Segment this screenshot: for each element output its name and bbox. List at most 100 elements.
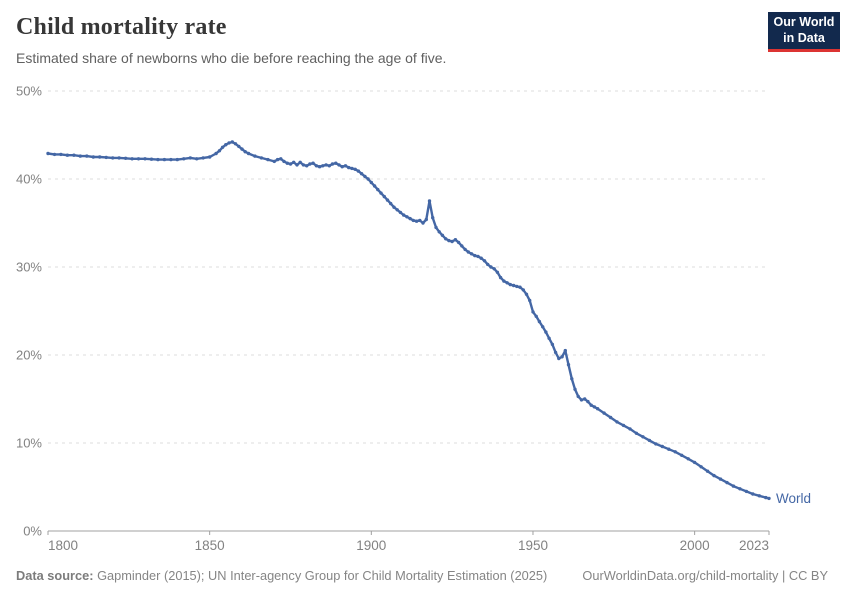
series-point [469, 252, 474, 256]
series-point [544, 330, 548, 334]
series-point [243, 150, 247, 154]
series-point [440, 233, 445, 237]
series-point [589, 403, 593, 407]
series-point [767, 496, 771, 501]
series-point [531, 310, 535, 314]
series-point [673, 450, 677, 454]
series-point [479, 256, 483, 260]
y-axis-label: 10% [16, 436, 42, 451]
series-point [570, 377, 574, 381]
series-point [149, 157, 154, 161]
series-point [560, 355, 564, 359]
series-point [143, 157, 147, 161]
series-point [272, 159, 276, 164]
series-point [744, 489, 749, 494]
series-point [408, 216, 412, 221]
series-point [104, 155, 108, 160]
owid-logo[interactable]: Our World in Data [768, 12, 840, 52]
series-point [498, 275, 503, 280]
series-point [385, 198, 390, 202]
series-point [78, 154, 83, 158]
x-axis-label: 1900 [356, 538, 386, 553]
x-axis-label: 1950 [518, 538, 548, 553]
series-point [680, 453, 684, 457]
series-point [214, 151, 218, 156]
series-point [511, 283, 516, 288]
series-point [117, 156, 121, 160]
series-point [98, 155, 102, 159]
series-point [508, 282, 512, 287]
series-point [476, 254, 480, 259]
series-point [366, 177, 370, 181]
x-axis-label: 2023 [739, 538, 769, 553]
series-point [282, 159, 286, 164]
series-point [246, 151, 251, 156]
series-point [136, 157, 141, 161]
x-axis-label: 2000 [680, 538, 710, 553]
series-point [402, 213, 406, 217]
series-point [537, 319, 542, 324]
series-point [414, 219, 419, 223]
series-point [573, 387, 577, 391]
series-point [421, 221, 425, 225]
chart-subtitle: Estimated share of newborns who die befo… [16, 50, 447, 66]
series-point [495, 270, 500, 274]
series-point [595, 407, 600, 411]
series-line-world[interactable] [46, 140, 771, 500]
series-point [259, 156, 264, 160]
series-point [327, 164, 331, 168]
series-point [372, 184, 377, 188]
series-point [130, 157, 134, 161]
series-point [253, 154, 257, 158]
series-point [227, 141, 231, 145]
series-point [505, 281, 509, 285]
series-point [292, 160, 296, 164]
series-point [266, 157, 270, 162]
page-title: Child mortality rate [16, 14, 227, 40]
series-point [456, 240, 461, 245]
series-point [334, 161, 338, 165]
series-point [379, 191, 383, 195]
series-point [431, 216, 435, 220]
data-source-text: Gapminder (2015); UN Inter-agency Group … [93, 568, 548, 583]
series-point [182, 157, 186, 161]
series-point [376, 187, 380, 192]
series-point [169, 157, 173, 162]
series-point [566, 363, 571, 367]
series-point [427, 199, 432, 203]
data-source-note: Data source: Gapminder (2015); UN Inter-… [16, 568, 547, 583]
series-point [460, 244, 464, 248]
series-point [466, 250, 470, 254]
series-point [615, 420, 619, 424]
series-label-world[interactable]: World [776, 491, 811, 506]
series-point [321, 164, 325, 168]
series-point [220, 145, 225, 149]
series-point [353, 167, 357, 171]
series-point [350, 166, 354, 171]
series-point [492, 267, 496, 271]
series-point [389, 201, 393, 206]
series-point [65, 153, 70, 157]
series-point [324, 163, 328, 167]
series-point [240, 147, 244, 151]
attribution-link[interactable]: OurWorldinData.org/child-mortality [582, 568, 779, 583]
series-point [521, 288, 525, 292]
series-point [738, 487, 742, 491]
series-point [279, 157, 283, 161]
series-point [52, 152, 57, 157]
chart-footer: Data source: Gapminder (2015); UN Inter-… [16, 568, 828, 583]
series-point [563, 348, 567, 353]
series-point [347, 165, 351, 170]
series-point [308, 162, 312, 166]
x-axis-label: 1850 [195, 538, 225, 553]
series-point [444, 237, 448, 241]
series-point [764, 495, 768, 500]
series-point [395, 208, 399, 212]
series-point [541, 325, 545, 329]
series-point [398, 210, 403, 215]
series-point [450, 239, 454, 244]
data-source-label: Data source: [16, 568, 94, 583]
chart-header: Child mortality rate Estimated share of … [16, 14, 446, 66]
series-point [72, 153, 76, 157]
